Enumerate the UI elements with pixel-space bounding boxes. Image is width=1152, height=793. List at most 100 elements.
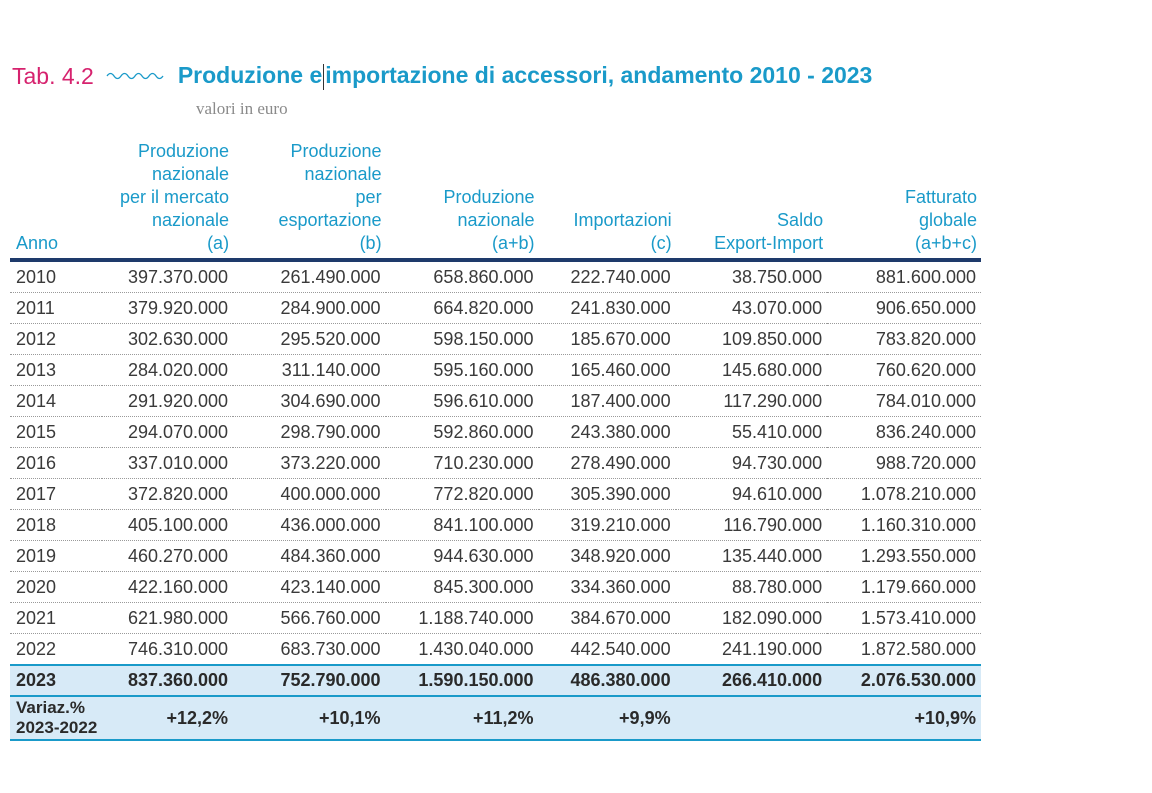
production-table: Anno Produzione nazionale per il mercato naz… bbox=[10, 140, 981, 741]
value-cell: 1.430.040.000 bbox=[385, 633, 539, 666]
column-header-line: nazionale bbox=[152, 210, 230, 230]
value-cell: 116.790.000 bbox=[675, 509, 828, 541]
variation-cell: +10,1% bbox=[233, 696, 386, 741]
value-cell: 117.290.000 bbox=[675, 385, 828, 417]
value-cell: 596.610.000 bbox=[385, 385, 539, 417]
variation-row: Variaz.% 2023-2022 +12,2% +10,1% +11,2% +9,9%… bbox=[10, 696, 981, 741]
table-header-row: Anno Produzione nazionale per il mercato naz… bbox=[10, 140, 981, 260]
value-cell: 187.400.000 bbox=[538, 385, 676, 417]
value-cell: 348.920.000 bbox=[538, 540, 676, 572]
year-cell: 2014 bbox=[10, 385, 103, 417]
value-cell: 379.920.000 bbox=[102, 292, 234, 324]
table-row: 2020 422.160.000 423.140.000 845.300.000 334… bbox=[10, 571, 981, 603]
value-cell: 881.600.000 bbox=[827, 260, 981, 293]
value-cell: 592.860.000 bbox=[385, 416, 539, 448]
column-header: Produzione nazionale per esportazione (b) bbox=[233, 140, 386, 260]
table-title-row: Tab. 4.2 Produzione e importazione di acc… bbox=[12, 60, 872, 92]
value-cell: 1.872.580.000 bbox=[827, 633, 981, 666]
value-cell: 334.360.000 bbox=[538, 571, 676, 603]
value-cell: 436.000.000 bbox=[233, 509, 386, 541]
value-cell: 266.410.000 bbox=[675, 664, 828, 697]
column-header-line: globale bbox=[918, 210, 977, 230]
value-cell: 484.360.000 bbox=[233, 540, 386, 572]
value-cell: 783.820.000 bbox=[827, 323, 981, 355]
table-row: 2021 621.980.000 566.760.000 1.188.740.000 3… bbox=[10, 602, 981, 634]
column-header: Produzione nazionale per il mercato naziona… bbox=[102, 140, 233, 260]
column-header-line: Importazioni bbox=[573, 210, 672, 230]
table-row: 2012 302.630.000 295.520.000 598.150.000 185… bbox=[10, 323, 981, 355]
column-header-line: esportazione bbox=[278, 210, 382, 230]
column-header-line: (a) bbox=[207, 233, 230, 253]
year-cell: 2011 bbox=[10, 292, 103, 324]
value-cell: 423.140.000 bbox=[233, 571, 386, 603]
value-cell: 222.740.000 bbox=[538, 260, 676, 293]
table-body: 2010 397.370.000 261.490.000 658.860.000 222… bbox=[10, 260, 981, 741]
value-cell: 304.690.000 bbox=[233, 385, 386, 417]
wave-decoration-icon bbox=[106, 67, 164, 85]
year-cell: 2016 bbox=[10, 447, 103, 479]
value-cell: 460.270.000 bbox=[102, 540, 234, 572]
column-header-line: Produzione bbox=[290, 141, 382, 161]
value-cell: 1.573.410.000 bbox=[827, 602, 981, 634]
value-cell: 784.010.000 bbox=[827, 385, 981, 417]
value-cell: 566.760.000 bbox=[233, 602, 386, 634]
value-cell: 109.850.000 bbox=[675, 323, 828, 355]
value-cell: 319.210.000 bbox=[538, 509, 676, 541]
column-header-line: Produzione bbox=[137, 141, 230, 161]
column-header-line: nazionale bbox=[304, 164, 382, 184]
variation-cell: +9,9% bbox=[538, 696, 676, 741]
value-cell: 94.610.000 bbox=[675, 478, 828, 510]
table-row: 2017 372.820.000 400.000.000 772.820.000 305… bbox=[10, 478, 981, 510]
value-cell: 384.670.000 bbox=[538, 602, 676, 634]
column-header: Produzione nazionale (a+b) bbox=[386, 140, 539, 260]
value-cell: 294.070.000 bbox=[102, 416, 234, 448]
year-cell: 2013 bbox=[10, 354, 103, 386]
value-cell: 772.820.000 bbox=[385, 478, 539, 510]
value-cell: 305.390.000 bbox=[538, 478, 676, 510]
value-cell: 241.830.000 bbox=[538, 292, 676, 324]
variation-cell bbox=[675, 696, 828, 741]
value-cell: 38.750.000 bbox=[675, 260, 828, 293]
value-cell: 405.100.000 bbox=[102, 509, 234, 541]
column-header-line: nazionale bbox=[457, 210, 535, 230]
text-cursor bbox=[323, 63, 325, 90]
value-cell: 422.160.000 bbox=[102, 571, 234, 603]
table-row: 2018 405.100.000 436.000.000 841.100.000 319… bbox=[10, 509, 981, 541]
variation-cell: +12,2% bbox=[102, 696, 234, 741]
year-cell: 2022 bbox=[10, 633, 103, 666]
value-cell: 683.730.000 bbox=[233, 633, 386, 666]
value-cell: 337.010.000 bbox=[102, 447, 234, 479]
table-row: 2023 837.360.000 752.790.000 1.590.150.000 4… bbox=[10, 664, 981, 697]
value-cell: 311.140.000 bbox=[233, 354, 386, 386]
year-cell: 2010 bbox=[10, 260, 103, 293]
value-cell: 836.240.000 bbox=[827, 416, 981, 448]
value-cell: 486.380.000 bbox=[538, 664, 676, 697]
value-cell: 372.820.000 bbox=[102, 478, 234, 510]
value-cell: 400.000.000 bbox=[233, 478, 386, 510]
year-cell: 2021 bbox=[10, 602, 103, 634]
value-cell: 284.900.000 bbox=[233, 292, 386, 324]
value-cell: 598.150.000 bbox=[385, 323, 539, 355]
column-header: Fatturato globale (a+b+c) bbox=[827, 140, 981, 260]
value-cell: 1.293.550.000 bbox=[827, 540, 981, 572]
value-cell: 302.630.000 bbox=[102, 323, 234, 355]
column-header-line: per bbox=[355, 187, 382, 207]
value-cell: 664.820.000 bbox=[385, 292, 539, 324]
value-cell: 845.300.000 bbox=[385, 571, 539, 603]
column-header-line: Saldo bbox=[777, 210, 824, 230]
value-cell: 841.100.000 bbox=[385, 509, 539, 541]
table-subtitle: valori in euro bbox=[196, 99, 288, 118]
value-cell: 944.630.000 bbox=[385, 540, 539, 572]
value-cell: 43.070.000 bbox=[675, 292, 828, 324]
value-cell: 906.650.000 bbox=[827, 292, 981, 324]
column-header-line: nazionale bbox=[152, 164, 230, 184]
table-row: 2010 397.370.000 261.490.000 658.860.000 222… bbox=[10, 260, 981, 293]
value-cell: 658.860.000 bbox=[385, 260, 539, 293]
value-cell: 182.090.000 bbox=[675, 602, 828, 634]
year-cell: 2018 bbox=[10, 509, 103, 541]
column-header-line: Export-Import bbox=[714, 233, 824, 253]
column-header-line: (b) bbox=[359, 233, 382, 253]
year-cell: 2020 bbox=[10, 571, 103, 603]
column-header-line: Anno bbox=[16, 233, 59, 253]
value-cell: 621.980.000 bbox=[102, 602, 234, 634]
